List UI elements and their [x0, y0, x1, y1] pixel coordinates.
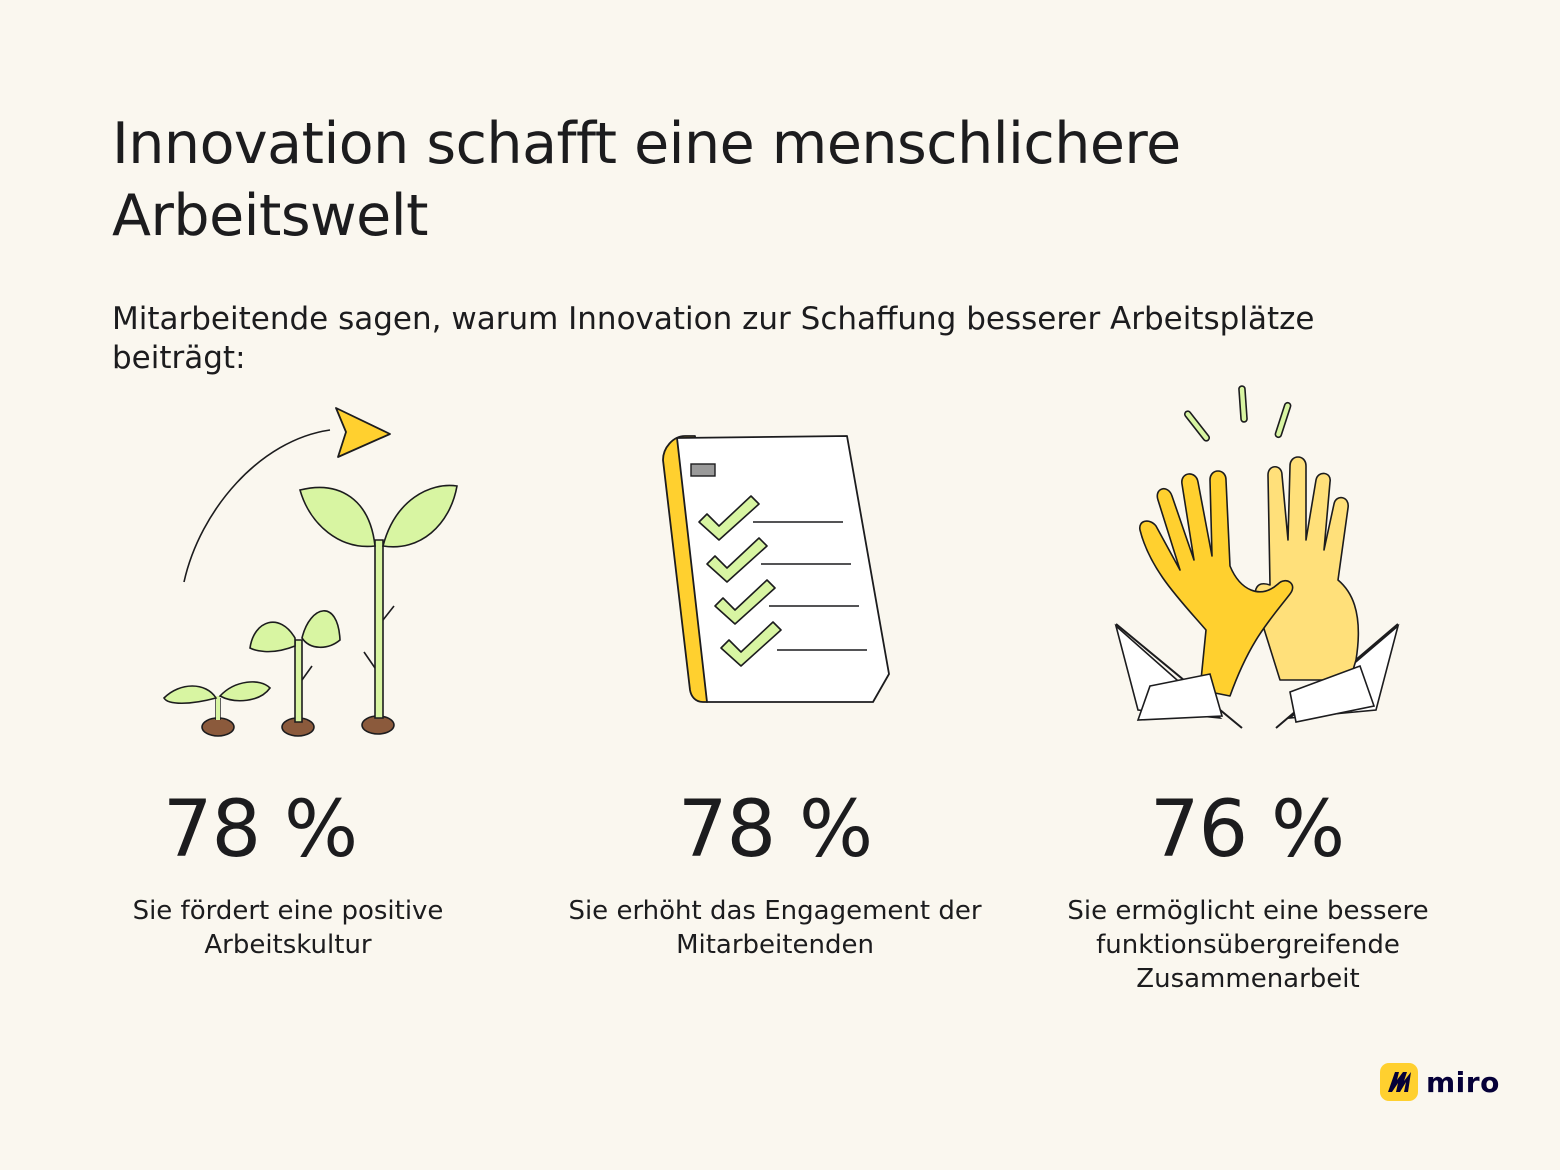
growing-plants-icon: [163, 407, 458, 737]
stat-label-collaboration: Sie ermöglicht eine bessere funktionsübe…: [1067, 896, 1429, 994]
stat-value-culture: 78 %: [162, 785, 358, 875]
stat-label-engagement: Sie erhöht das Engagement der Mitarbeite…: [568, 896, 982, 960]
page-title: Innovation schafft eine menschlichere Ar…: [112, 111, 1181, 249]
miro-logo-icon: [1380, 1063, 1418, 1101]
high-five-icon: [1114, 385, 1400, 729]
stat-value-collaboration: 76 %: [1149, 785, 1345, 875]
checklist-icon: [662, 435, 890, 703]
stat-value-engagement: 78 %: [677, 785, 873, 875]
brand-name: miro: [1426, 1065, 1500, 1099]
stat-label-culture: Sie fördert eine positive Arbeitskultur: [132, 896, 444, 960]
brand-logo: miro: [1380, 1062, 1500, 1102]
page-subtitle: Mitarbeitende sagen, warum Innovation zu…: [112, 301, 1315, 376]
